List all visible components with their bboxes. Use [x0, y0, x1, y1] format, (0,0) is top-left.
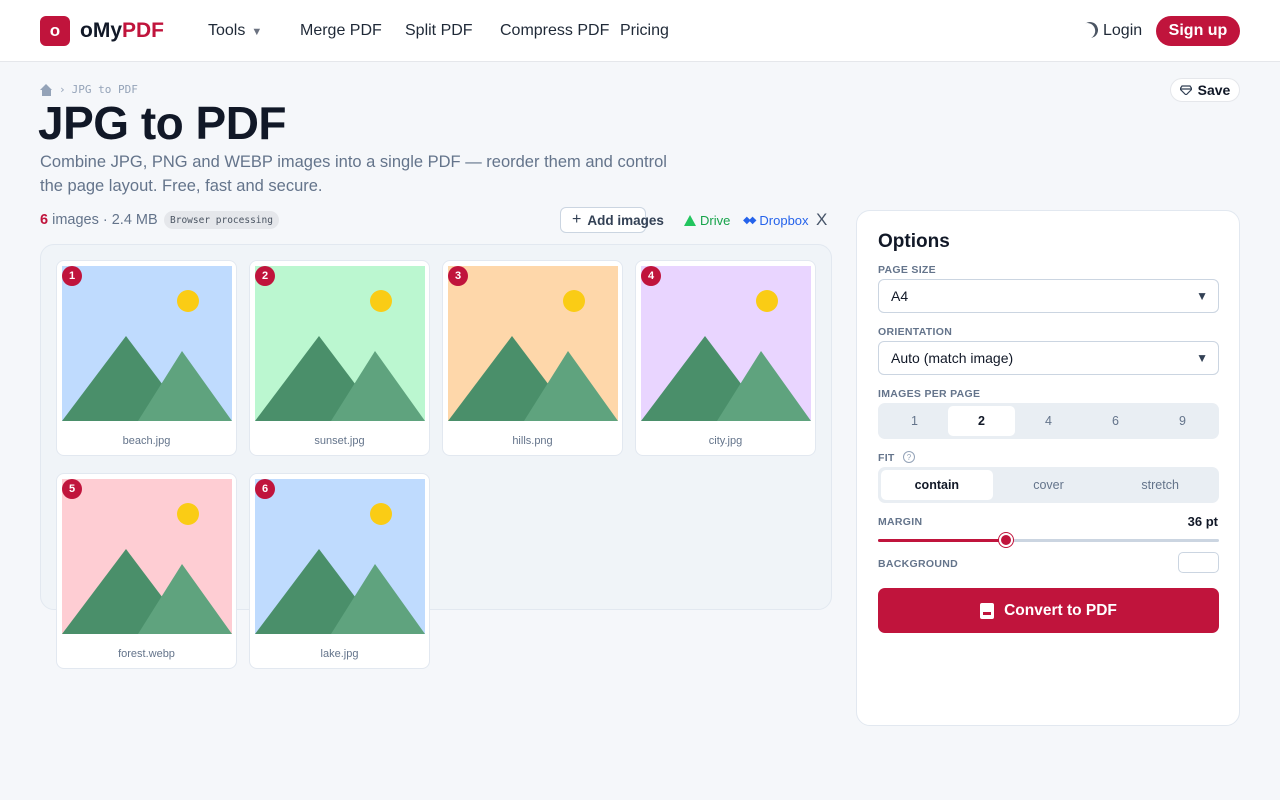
logo-accent: PDF — [122, 19, 164, 42]
logo-prefix: oMy — [80, 19, 122, 42]
image-thumbnail — [641, 266, 811, 421]
options-panel: Options PAGE SIZE A4 ▼ ORIENTATION Auto … — [856, 210, 1240, 726]
page-size-select[interactable]: A4 ▼ — [878, 279, 1219, 313]
image-count: 6 images · 2.4 MB — [40, 212, 158, 228]
dropbox-button[interactable]: ◆◆ Dropbox — [743, 213, 809, 228]
convert-to-pdf-button[interactable]: Convert to PDF — [878, 588, 1219, 633]
image-filename: forest.webp — [118, 648, 175, 660]
fit-option-stretch[interactable]: stretch — [1141, 478, 1179, 492]
background-color-swatch[interactable] — [1178, 552, 1219, 573]
image-filename: sunset.jpg — [314, 435, 365, 447]
image-card[interactable]: 5 forest.webp — [56, 473, 237, 669]
image-thumbnail — [448, 266, 618, 421]
drive-label: Drive — [700, 213, 731, 228]
nav-tools[interactable]: Tools ▼ — [208, 22, 262, 40]
breadcrumb-separator: › — [59, 83, 66, 96]
image-order-badge: 6 — [255, 479, 275, 499]
orientation-select[interactable]: Auto (match image) ▼ — [878, 341, 1219, 375]
image-card[interactable]: 1 beach.jpg — [56, 260, 237, 456]
margin-slider[interactable] — [878, 533, 1219, 547]
orientation-label: ORIENTATION — [878, 326, 953, 338]
logo-mark[interactable]: o — [40, 16, 70, 46]
nav-merge-pdf[interactable]: Merge PDF — [300, 22, 382, 39]
save-button[interactable]: Save — [1170, 78, 1240, 102]
images-per-page-option-6[interactable]: 6 — [1112, 414, 1119, 428]
breadcrumb: › JPG to PDF — [40, 83, 138, 96]
images-per-page-option-2[interactable]: 2 — [948, 406, 1015, 436]
image-card[interactable]: 2 sunset.jpg — [249, 260, 430, 456]
images-per-page-control: 1 2 4 6 9 — [878, 403, 1219, 439]
logo-text[interactable]: oMyPDF — [80, 19, 164, 43]
dropbox-icon: ◆◆ — [743, 215, 756, 226]
fit-label: FIT — [878, 452, 895, 464]
pdf-file-icon — [980, 602, 995, 619]
help-icon[interactable]: ? — [903, 451, 915, 463]
image-count-number: 6 — [40, 212, 49, 228]
image-filename: city.jpg — [708, 435, 743, 447]
page-size-value: A4 — [891, 288, 909, 304]
save-label: Save — [1197, 82, 1231, 98]
margin-slider-handle[interactable] — [998, 533, 1013, 547]
image-order-badge: 1 — [62, 266, 82, 286]
image-thumbnail — [255, 479, 425, 634]
image-filename: beach.jpg — [122, 435, 171, 447]
moon-icon[interactable] — [1080, 20, 1101, 41]
image-card[interactable]: 6 lake.jpg — [249, 473, 430, 669]
image-card[interactable]: 3 hills.png — [442, 260, 623, 456]
images-per-page-label: IMAGES PER PAGE — [878, 388, 981, 400]
image-thumbnail — [255, 266, 425, 421]
drive-button[interactable]: Drive — [684, 213, 730, 228]
diamond-icon — [1179, 85, 1192, 95]
dropbox-label: Dropbox — [759, 213, 809, 228]
background-label: BACKGROUND — [878, 558, 958, 570]
image-filename: hills.png — [512, 435, 553, 447]
image-thumbnail — [62, 266, 232, 421]
page-title: JPG to PDF — [38, 97, 287, 149]
image-order-badge: 5 — [62, 479, 82, 499]
image-thumbnail — [62, 479, 232, 634]
breadcrumb-current: JPG to PDF — [71, 83, 138, 96]
convert-label: Convert to PDF — [1004, 601, 1117, 619]
images-per-page-option-1[interactable]: 1 — [911, 414, 918, 428]
fit-option-cover[interactable]: cover — [1033, 478, 1064, 492]
chevron-down-icon: ▼ — [1196, 351, 1208, 365]
clear-all-button[interactable]: X — [816, 210, 828, 229]
image-card[interactable]: 4 city.jpg — [635, 260, 816, 456]
add-images-button[interactable]: + Add images — [560, 207, 664, 233]
image-count-suffix: images — [52, 212, 99, 228]
plus-icon: + — [572, 211, 582, 228]
add-images-label: Add images — [587, 212, 664, 228]
options-title: Options — [878, 231, 950, 252]
nav-pricing[interactable]: Pricing — [620, 22, 669, 39]
margin-label: MARGIN — [878, 516, 923, 528]
image-filename: lake.jpg — [320, 648, 359, 660]
image-order-badge: 4 — [641, 266, 661, 286]
page-subtitle: Combine JPG, PNG and WEBP images into a … — [40, 153, 667, 195]
login-link[interactable]: Login — [1103, 22, 1143, 39]
home-icon[interactable] — [40, 83, 53, 96]
nav-compress-pdf[interactable]: Compress PDF — [500, 22, 610, 39]
margin-slider-fill — [878, 539, 1006, 542]
images-per-page-option-9[interactable]: 9 — [1179, 414, 1186, 428]
signup-button[interactable]: Sign up — [1156, 16, 1240, 46]
fit-control: contain cover stretch — [878, 467, 1219, 503]
page-size-label: PAGE SIZE — [878, 264, 936, 276]
orientation-value: Auto (match image) — [891, 350, 1014, 366]
fit-option-contain[interactable]: contain — [881, 470, 993, 500]
chevron-down-icon: ▼ — [1196, 289, 1208, 303]
chevron-down-icon: ▼ — [251, 26, 263, 38]
processing-badge: Browser processing — [164, 211, 279, 229]
top-header: o oMyPDF Tools ▼ Merge PDF Split PDF Comp… — [0, 0, 1280, 62]
drive-icon — [684, 215, 696, 226]
nav-tools-label: Tools — [208, 22, 246, 39]
images-per-page-option-4[interactable]: 4 — [1045, 414, 1052, 428]
image-order-badge: 3 — [448, 266, 468, 286]
image-order-badge: 2 — [255, 266, 275, 286]
margin-value: 36 pt — [1187, 514, 1218, 529]
total-size: · 2.4 MB — [102, 212, 158, 228]
nav-split-pdf[interactable]: Split PDF — [405, 22, 473, 39]
